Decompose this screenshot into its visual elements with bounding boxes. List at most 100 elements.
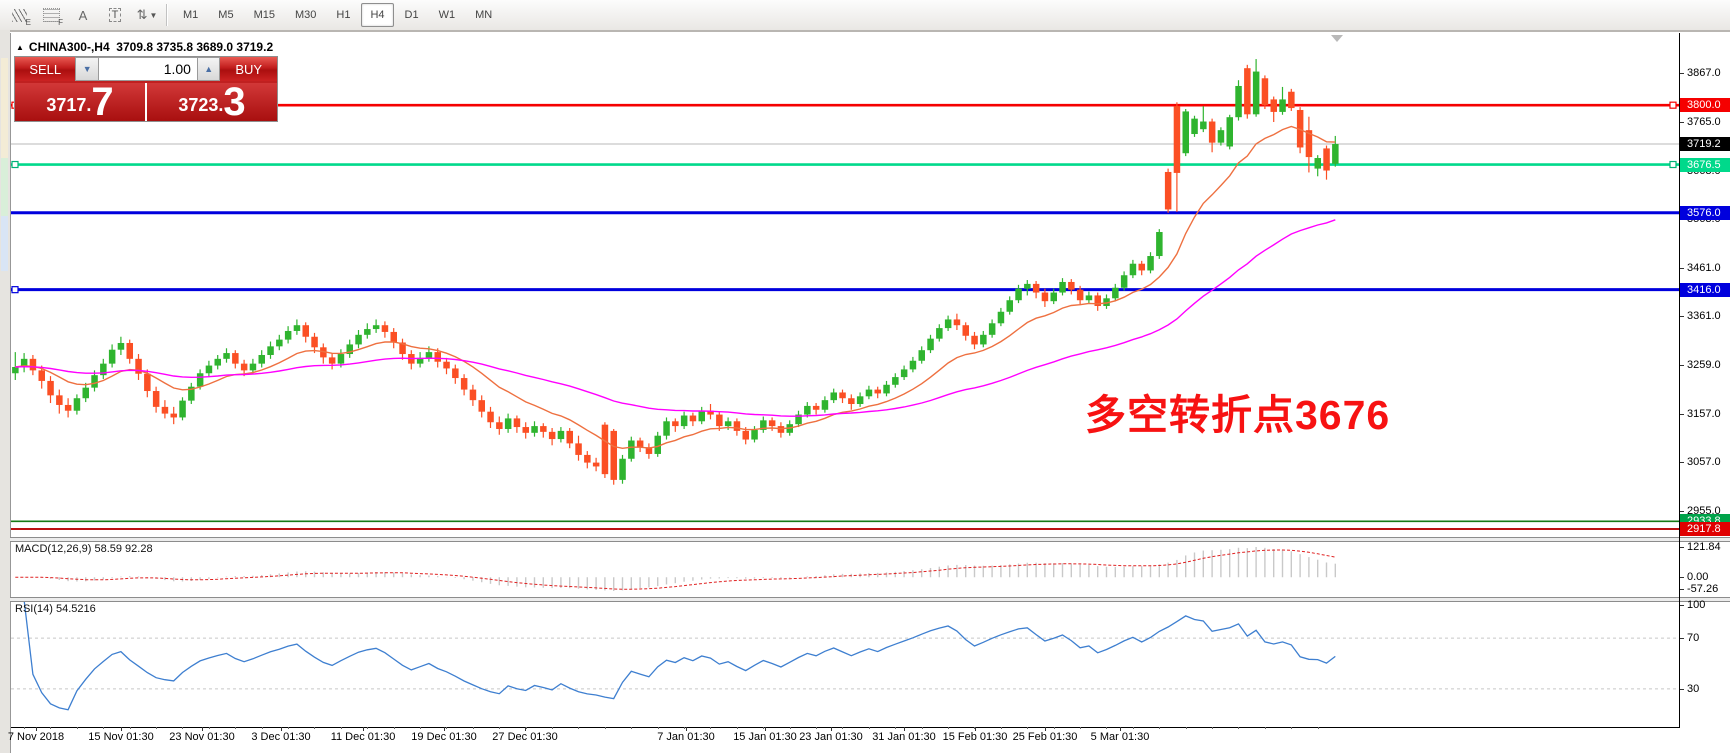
time-minor-tick xyxy=(314,727,316,729)
volume-input[interactable] xyxy=(98,57,197,81)
strip-segment xyxy=(1,158,8,216)
timeframe-button-w1[interactable]: W1 xyxy=(438,9,456,21)
price-badge-3800.0: 3800.0 xyxy=(1680,98,1730,113)
text-label-icon[interactable]: A xyxy=(70,4,96,26)
time-minor-tick xyxy=(684,727,685,729)
time-minor-tick xyxy=(499,727,501,729)
time-minor-tick xyxy=(921,727,923,729)
time-minor-tick xyxy=(1212,727,1213,729)
collapsed-side-panel[interactable] xyxy=(0,30,11,753)
line-handle[interactable] xyxy=(1669,101,1677,109)
time-label: 15 Jan 01:30 xyxy=(733,731,797,743)
time-label: 15 Feb 01:30 xyxy=(942,731,1008,743)
macd-label: MACD(12,26,9) 58.59 92.28 xyxy=(15,543,153,555)
timeframe-button-m5[interactable]: M5 xyxy=(218,9,234,21)
rsi-label: RSI(14) 54.5216 xyxy=(15,603,96,615)
cursor-mode-glyph: ⇅ xyxy=(136,7,148,22)
indicators-glyph xyxy=(11,8,27,22)
rsi-tick-label: 100 xyxy=(1687,599,1706,611)
time-label: 25 Feb 01:30 xyxy=(1012,731,1078,743)
price-tick-label: 3057.0 xyxy=(1687,456,1721,469)
time-label: 31 Jan 01:30 xyxy=(872,731,936,743)
grid-icon[interactable]: F xyxy=(38,4,64,27)
timeframe-button-d1[interactable]: D1 xyxy=(404,9,419,21)
time-label: 23 Jan 01:30 xyxy=(799,731,863,743)
time-minor-tick xyxy=(103,727,105,729)
time-tick-mark xyxy=(686,727,687,731)
sell-price-big: 7 xyxy=(91,80,114,124)
buy-button[interactable]: BUY xyxy=(220,57,277,81)
time-tick-mark xyxy=(525,727,526,731)
rsi-tick-label: 70 xyxy=(1687,632,1700,644)
time-minor-tick xyxy=(1317,727,1319,729)
rsi-panel-chart[interactable] xyxy=(11,601,1679,727)
timeframe-button-h4[interactable]: H4 xyxy=(361,3,394,27)
timeframe-button-mn[interactable]: MN xyxy=(475,9,493,21)
time-minor-tick xyxy=(1291,727,1293,729)
macd-tick-mark xyxy=(1680,547,1684,548)
sell-button[interactable]: SELL xyxy=(15,57,76,81)
chevron-down-icon: ▼ xyxy=(149,10,158,20)
main-price-chart[interactable] xyxy=(11,33,1679,537)
cursor-mode-icon[interactable]: ⇅ ▼ xyxy=(134,4,160,26)
rsi-panel-splitter[interactable] xyxy=(10,597,1730,602)
chart-title: ▲ CHINA300-,H4 3709.8 3735.8 3689.0 3719.… xyxy=(16,40,273,54)
time-tick-mark xyxy=(765,727,766,731)
sell-price-display[interactable]: 3717. 7 xyxy=(15,80,145,124)
time-tick-mark xyxy=(36,727,37,731)
timeframe-bar: M1 M5 M15 M30 H1 H4 D1 W1 MN xyxy=(174,3,501,27)
price-tick-label: 3157.0 xyxy=(1687,408,1721,421)
line-handle[interactable] xyxy=(11,160,19,169)
macd-panel-splitter[interactable] xyxy=(10,537,1730,542)
collapse-triangle-icon[interactable]: ▲ xyxy=(16,43,24,52)
line-handle[interactable] xyxy=(11,286,19,294)
price-tick-mark xyxy=(1680,365,1684,367)
time-minor-tick xyxy=(76,727,78,729)
strip-segment xyxy=(1,58,8,158)
time-label: 23 Nov 01:30 xyxy=(169,731,235,743)
text-label-glyph: A xyxy=(78,7,88,23)
time-label: 7 Nov 2018 xyxy=(7,731,65,743)
time-label: 5 Mar 01:30 xyxy=(1090,731,1150,743)
time-label: 7 Jan 01:30 xyxy=(657,731,715,743)
macd-tick-label: -57.26 xyxy=(1687,583,1719,595)
rsi-tick-mark xyxy=(1680,638,1684,639)
time-minor-tick xyxy=(1027,727,1029,729)
sell-price-small: 3717. xyxy=(46,95,92,115)
macd-signal-line xyxy=(15,549,1336,590)
time-minor-tick xyxy=(261,727,263,729)
time-tick-mark xyxy=(1120,727,1121,731)
timeframe-button-m15[interactable]: M15 xyxy=(253,9,275,21)
textbox-glyph: T xyxy=(108,8,122,22)
time-minor-tick xyxy=(340,727,342,729)
chart-shift-marker-icon[interactable] xyxy=(1331,35,1343,42)
volume-decrease-button[interactable]: ▼ xyxy=(75,57,99,81)
price-tick-label: 3461.0 xyxy=(1687,262,1721,275)
timeframe-button-m1[interactable]: M1 xyxy=(183,9,199,21)
price-tick-mark xyxy=(1680,122,1684,123)
macd-tick-label: 0.00 xyxy=(1687,571,1709,583)
volume-increase-button[interactable]: ▲ xyxy=(196,57,221,81)
rsi-tick-label: 30 xyxy=(1687,683,1700,695)
textbox-icon[interactable]: T xyxy=(102,4,128,26)
time-minor-tick xyxy=(868,727,870,729)
price-badge-2917.8: 2917.8 xyxy=(1680,521,1730,536)
grid-sub: F xyxy=(58,18,63,27)
time-minor-tick xyxy=(657,727,659,729)
timeframe-button-h1[interactable]: H1 xyxy=(336,9,351,21)
macd-panel-chart[interactable] xyxy=(11,541,1679,597)
indicators-icon[interactable]: E xyxy=(6,4,32,27)
time-minor-tick xyxy=(1264,727,1266,729)
time-minor-tick xyxy=(420,727,421,729)
time-minor-tick xyxy=(472,727,474,729)
time-minor-tick xyxy=(604,727,606,729)
time-minor-tick xyxy=(1053,727,1055,729)
buy-price-display[interactable]: 3723. 3 xyxy=(147,82,277,122)
price-badge-3676.5: 3676.5 xyxy=(1680,157,1730,172)
timeframe-button-m30[interactable]: M30 xyxy=(294,9,317,21)
line-handle[interactable] xyxy=(1669,160,1677,169)
strip-segment xyxy=(1,216,8,271)
time-label: 11 Dec 01:30 xyxy=(330,731,396,743)
time-minor-tick xyxy=(552,727,553,729)
